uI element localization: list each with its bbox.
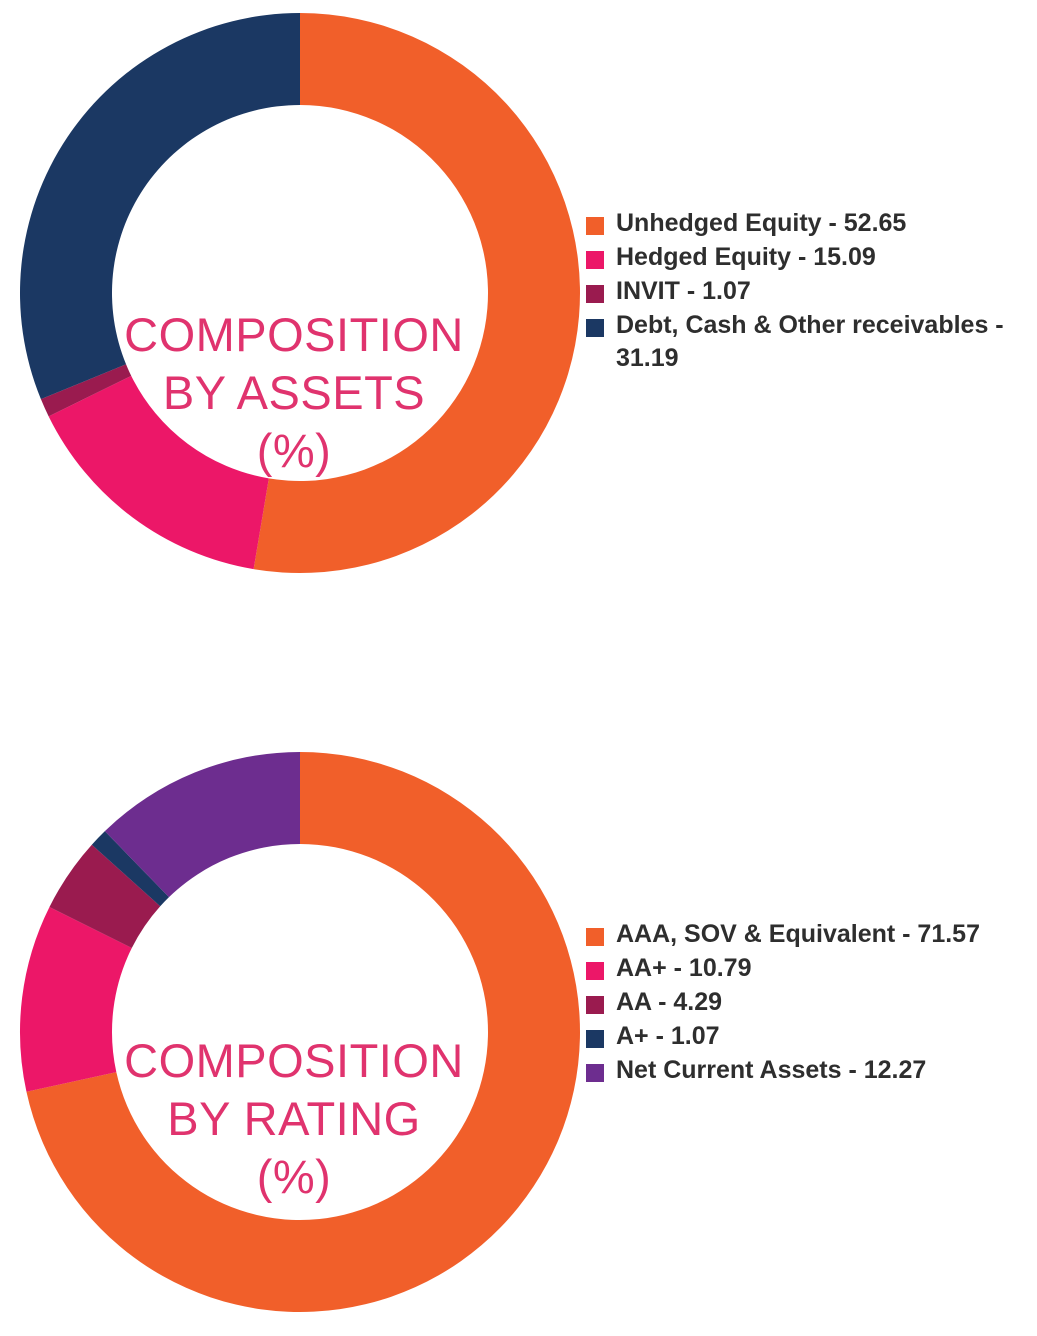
legend-swatch-debt-cash bbox=[586, 319, 604, 337]
legend-item-net-current-assets: Net Current Assets - 12.27 bbox=[586, 1054, 1026, 1087]
slice-debt-cash bbox=[19, 13, 301, 400]
legend-item-aaa-sov: AAA, SOV & Equivalent - 71.57 bbox=[586, 918, 1026, 951]
assets-donut-chart bbox=[19, 13, 581, 574]
assets-title-line-2: BY ASSETS bbox=[162, 366, 426, 419]
assets-chart-title: COMPOSITION BY ASSETS (%) bbox=[107, 306, 481, 480]
rating-legend: AAA, SOV & Equivalent - 71.57 AA+ - 10.7… bbox=[586, 918, 1026, 1088]
rating-donut-chart bbox=[20, 752, 581, 1312]
rating-title-line-1: COMPOSITION bbox=[124, 1034, 464, 1087]
legend-item-hedged-equity: Hedged Equity - 15.09 bbox=[586, 241, 1026, 274]
slice-a-plus bbox=[91, 831, 169, 907]
legend-swatch-aa-plus bbox=[586, 962, 604, 980]
slice-aa bbox=[49, 844, 161, 949]
legend-label-aaa-sov: AAA, SOV & Equivalent - 71.57 bbox=[616, 920, 980, 948]
slice-aa-plus bbox=[20, 906, 132, 1092]
legend-item-a-plus: A+ - 1.07 bbox=[586, 1020, 1026, 1053]
legend-swatch-hedged-equity bbox=[586, 251, 604, 269]
legend-label-aa: AA - 4.29 bbox=[616, 988, 723, 1016]
legend-label-aa-plus: AA+ - 10.79 bbox=[616, 954, 752, 982]
slice-net-current-assets bbox=[104, 752, 301, 898]
legend-item-aa: AA - 4.29 bbox=[586, 986, 1026, 1019]
legend-label-unhedged-equity: Unhedged Equity - 52.65 bbox=[616, 209, 907, 237]
rating-chart-title: COMPOSITION BY RATING (%) bbox=[107, 1032, 481, 1206]
legend-label-hedged-equity: Hedged Equity - 15.09 bbox=[616, 243, 876, 271]
legend-swatch-unhedged-equity bbox=[586, 217, 604, 235]
legend-label-debt-cash: Debt, Cash & Other receivables - 31.19 bbox=[616, 311, 1004, 372]
legend-item-aa-plus: AA+ - 10.79 bbox=[586, 952, 1026, 985]
slice-hedged-equity bbox=[48, 375, 269, 570]
legend-swatch-invit bbox=[586, 285, 604, 303]
legend-swatch-aaa-sov bbox=[586, 928, 604, 946]
legend-item-invit: INVIT - 1.07 bbox=[586, 275, 1026, 308]
assets-title-line-1: COMPOSITION bbox=[124, 308, 464, 361]
legend-swatch-aa bbox=[586, 996, 604, 1014]
legend-swatch-a-plus bbox=[586, 1030, 604, 1048]
legend-label-a-plus: A+ - 1.07 bbox=[616, 1022, 720, 1050]
legend-item-unhedged-equity: Unhedged Equity - 52.65 bbox=[586, 207, 1026, 240]
slice-unhedged-equity bbox=[253, 13, 581, 574]
slice-invit bbox=[40, 364, 132, 417]
rating-title-line-2: BY RATING bbox=[167, 1092, 421, 1145]
legend-swatch-net-current-assets bbox=[586, 1064, 604, 1082]
slice-aaa-sov bbox=[26, 752, 581, 1312]
legend-label-net-current-assets: Net Current Assets - 12.27 bbox=[616, 1056, 927, 1084]
legend-label-invit: INVIT - 1.07 bbox=[616, 277, 751, 305]
assets-title-line-3: (%) bbox=[256, 424, 332, 477]
legend-item-debt-cash: Debt, Cash & Other receivables - 31.19 bbox=[586, 309, 1026, 375]
assets-legend: Unhedged Equity - 52.65 Hedged Equity - … bbox=[586, 207, 1026, 376]
rating-title-line-3: (%) bbox=[256, 1150, 332, 1203]
